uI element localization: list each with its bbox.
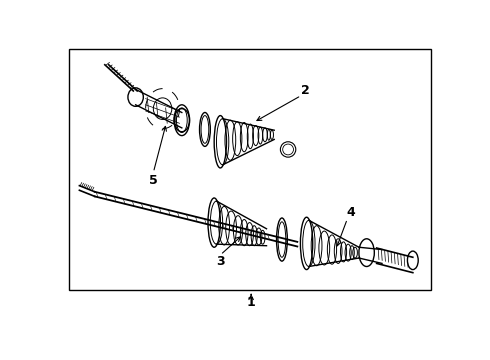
Text: 3: 3	[216, 255, 224, 268]
Text: 2: 2	[301, 85, 310, 98]
Text: 4: 4	[346, 206, 355, 219]
Bar	[69, 49, 431, 289]
Text: 1: 1	[247, 296, 255, 309]
Text: 5: 5	[149, 174, 158, 187]
